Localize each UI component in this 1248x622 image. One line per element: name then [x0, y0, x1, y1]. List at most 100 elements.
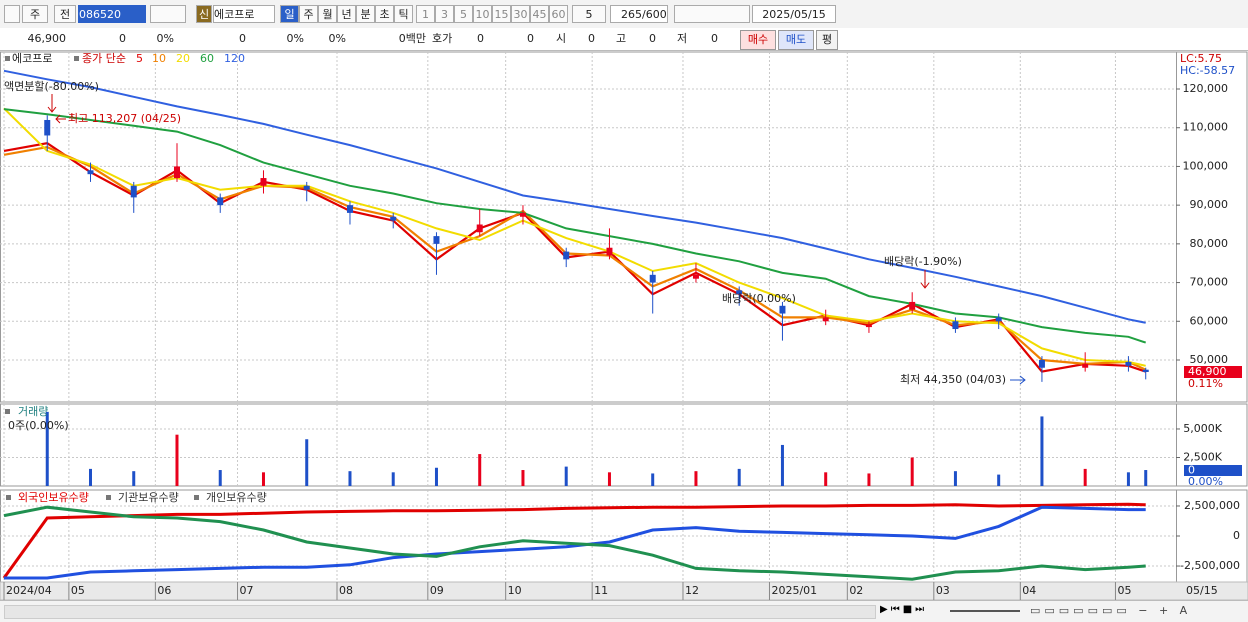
- line-series: [3, 107, 1146, 367]
- high-label: 고: [616, 32, 627, 45]
- period-button[interactable]: 월: [318, 5, 337, 23]
- name-field: 에코프로: [213, 5, 275, 23]
- date-field[interactable]: 2025/05/15: [752, 5, 836, 23]
- interval-button[interactable]: 30: [511, 5, 530, 23]
- volume-bar: [953, 471, 957, 486]
- candle-body: [519, 212, 526, 217]
- menu-icon[interactable]: [4, 5, 20, 23]
- volume-bar: [651, 473, 655, 486]
- x-end-label: 05/15: [1186, 584, 1218, 597]
- quote-label: 호가: [432, 32, 453, 45]
- y-tick-label: 5,000K: [1183, 422, 1222, 435]
- volume-bar: [478, 454, 482, 486]
- volume-bar: [88, 468, 92, 486]
- zoom-slider[interactable]: [950, 610, 1020, 612]
- high-value: 0: [649, 32, 656, 45]
- candle-body: [303, 185, 310, 190]
- open-value: 0: [588, 32, 595, 45]
- quote-value: 0: [477, 32, 484, 45]
- candle-body: [995, 317, 1002, 322]
- legend-entry: 10: [152, 52, 166, 65]
- x-tick-label: 05: [71, 584, 85, 597]
- x-tick-label: 03: [936, 584, 950, 597]
- interval-button[interactable]: 60: [549, 5, 568, 23]
- scope-select[interactable]: 전: [54, 5, 76, 23]
- period-button[interactable]: 년: [337, 5, 356, 23]
- line-series: [3, 69, 1146, 324]
- x-tick-label: 11: [594, 584, 608, 597]
- candle-body: [433, 236, 440, 244]
- code-input[interactable]: 086520: [78, 5, 146, 23]
- candle-body: [260, 178, 267, 186]
- info-value: 0%: [328, 32, 346, 45]
- volume-bar: [305, 439, 309, 486]
- period-button[interactable]: 주: [299, 5, 318, 23]
- last-change: 0.11%: [1188, 377, 1223, 390]
- volume-bar: [867, 473, 871, 486]
- interval-button[interactable]: 1: [416, 5, 435, 23]
- volume-bar: [45, 411, 49, 486]
- order-button[interactable]: 평: [816, 30, 838, 50]
- interval-button[interactable]: 15: [492, 5, 511, 23]
- toolbar: 주 전 086520 신 에코프로 일 주 월 년 분 초 틱 1 3 5 10 15 30 45 60 5 265/60…: [0, 0, 1248, 29]
- candle-body: [563, 251, 570, 260]
- interval-button[interactable]: 45: [530, 5, 549, 23]
- interval-button[interactable]: 3: [435, 5, 454, 23]
- candle-body: [217, 197, 224, 206]
- panel-subtitle: 0주(0.00%): [8, 419, 69, 432]
- current-pct: 0.00%: [1188, 475, 1223, 488]
- period-button[interactable]: 분: [356, 5, 375, 23]
- candle-body: [390, 216, 397, 221]
- arrow: [1010, 375, 1026, 385]
- candle-body: [44, 119, 51, 136]
- legend-icon: [5, 409, 10, 414]
- period-button[interactable]: 일: [280, 5, 299, 23]
- arrow: [47, 94, 66, 124]
- y-tick-label: 0: [1233, 529, 1240, 542]
- x-tick-label: 08: [339, 584, 353, 597]
- market-select[interactable]: 주: [22, 5, 48, 23]
- legend-entry: 외국인보유수량: [18, 491, 89, 504]
- legend-entry: 60: [200, 52, 214, 65]
- candle-body: [606, 247, 613, 256]
- candle-body: [909, 301, 916, 310]
- annotation: 배당락(0.00%): [722, 292, 796, 305]
- volume-bar: [780, 444, 784, 486]
- scroll-buttons[interactable]: ▶⏮■⏭: [880, 604, 928, 615]
- volume-bar: [1126, 472, 1130, 486]
- volume-bar: [910, 457, 914, 486]
- legend-icon: [5, 56, 10, 61]
- candle-body: [1125, 361, 1132, 366]
- candle-body: [952, 321, 959, 330]
- x-tick-label: 10: [508, 584, 522, 597]
- low-label: 저: [677, 32, 688, 45]
- candle-body: [87, 170, 94, 175]
- info-value: 0: [239, 32, 246, 45]
- period-button[interactable]: 초: [375, 5, 394, 23]
- tool-icons[interactable]: ▭▭▭▭▭▭▭ − + A: [1030, 604, 1192, 617]
- low-value: 0: [711, 32, 718, 45]
- last-price-label: 46,900: [1188, 365, 1227, 378]
- search-icon[interactable]: [150, 5, 186, 23]
- line-series: [2, 502, 1146, 579]
- scroll-track[interactable]: [4, 605, 876, 619]
- candle-body: [476, 224, 483, 233]
- tool-icons[interactable]: [674, 5, 750, 23]
- count-unit[interactable]: 5: [572, 5, 606, 23]
- interval-button[interactable]: 10: [473, 5, 492, 23]
- current-price: 46,900: [27, 32, 67, 45]
- volume-bar: [218, 470, 222, 486]
- order-button[interactable]: 매수: [740, 30, 776, 50]
- date-axis: [0, 581, 1248, 600]
- axis-frame: [1176, 489, 1248, 583]
- count-field[interactable]: 265: [610, 5, 642, 23]
- interval-button[interactable]: 5: [454, 5, 473, 23]
- y-tick-label: 90,000: [1190, 198, 1229, 211]
- chart: 2024/04 05 06 07 08 09 10 11 12 2025/01 02 03 04 05 05…: [0, 51, 1248, 600]
- arrow: [920, 270, 930, 289]
- period-button[interactable]: 틱: [394, 5, 413, 23]
- x-tick-label: 04: [1022, 584, 1036, 597]
- x-tick-label: 12: [685, 584, 699, 597]
- quote-value: 0: [527, 32, 534, 45]
- order-button[interactable]: 매도: [778, 30, 814, 50]
